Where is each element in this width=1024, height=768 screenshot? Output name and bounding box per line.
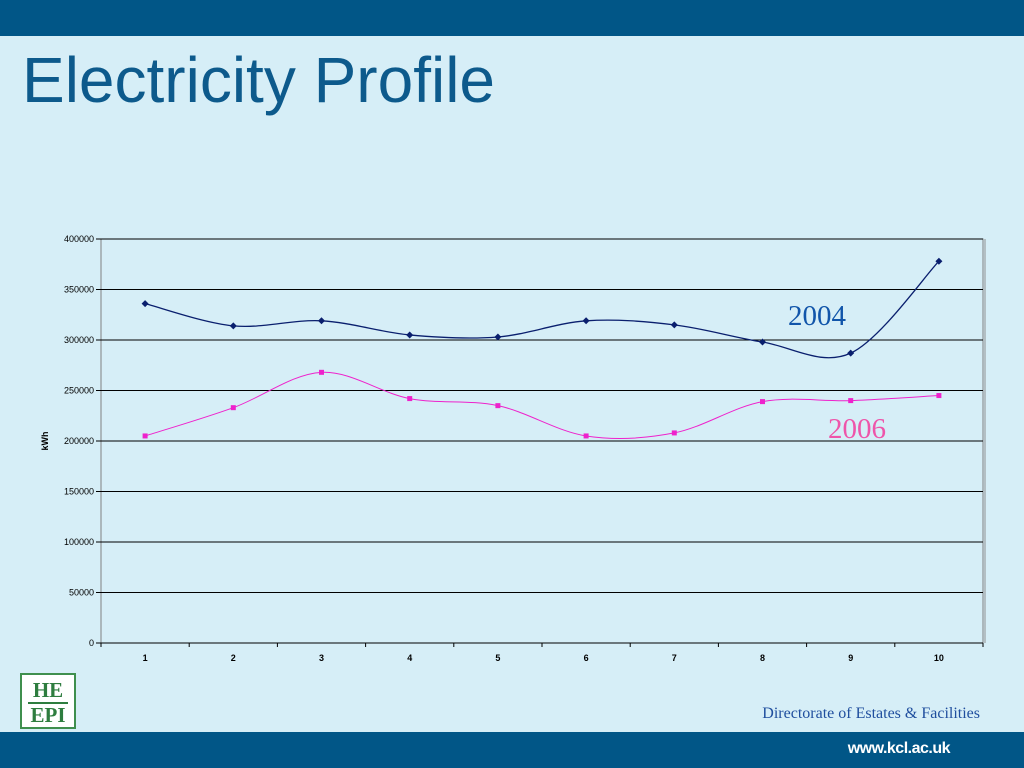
y-tick-label: 300000 (64, 335, 94, 345)
y-tick-label: 0 (89, 638, 94, 648)
y-tick-label: 50000 (69, 588, 94, 598)
data-point-2006 (495, 403, 501, 409)
series-label-2006: 2006 (828, 413, 886, 445)
bottom-banner (0, 732, 1024, 768)
data-point-2006 (230, 405, 236, 411)
x-tick-label: 4 (407, 653, 412, 663)
data-point-2004 (406, 331, 414, 339)
data-point-2004 (759, 338, 766, 346)
top-banner (0, 0, 1024, 36)
data-point-2006 (936, 393, 942, 399)
logo-text-bottom: EPI (30, 703, 66, 727)
y-axis-title: kWh (40, 432, 50, 451)
x-tick-label: 5 (495, 653, 500, 663)
x-tick-label: 2 (231, 653, 236, 663)
data-point-2004 (847, 349, 855, 357)
y-tick-label: 100000 (64, 537, 94, 547)
data-point-2004 (318, 317, 325, 325)
data-point-2004 (582, 317, 590, 325)
footer-url-link[interactable]: www.kcl.ac.uk (847, 740, 951, 757)
series-line-2004 (144, 260, 940, 359)
x-tick-label: 8 (760, 653, 765, 663)
data-point-2006 (760, 399, 765, 405)
x-tick-label: 1 (143, 653, 148, 663)
series-label-2004: 2004 (788, 300, 847, 332)
y-tick-label: 400000 (64, 234, 94, 244)
x-tick-label: 7 (672, 653, 677, 663)
y-tick-label: 350000 (64, 285, 94, 295)
series-line-2006 (144, 371, 939, 439)
footer-directorate-text: Directorate of Estates & Facilities (762, 705, 980, 722)
x-tick-label: 6 (584, 653, 589, 663)
x-tick-label: 10 (934, 653, 944, 663)
he-epi-logo: HE EPI (20, 673, 76, 729)
data-point-2004 (229, 322, 237, 330)
data-point-2006 (583, 433, 589, 439)
data-point-2006 (142, 433, 148, 439)
logo-text-top: HE (32, 678, 64, 702)
slide-title: Electricity Profile (22, 44, 495, 116)
data-point-2004 (935, 257, 943, 265)
y-tick-label: 250000 (64, 386, 94, 396)
data-point-2006 (407, 396, 413, 402)
electricity-line-chart: 0 50000 100000 150000 200000 250000 300000 3500… (40, 234, 986, 663)
data-point-2004 (494, 333, 502, 341)
y-tick-label: 200000 (64, 436, 94, 446)
logo-divider (28, 702, 68, 704)
data-point-2004 (141, 300, 149, 308)
data-point-2006 (848, 398, 854, 404)
x-tick-label: 9 (848, 653, 853, 663)
data-point-2004 (670, 321, 678, 329)
x-tick-label: 3 (319, 653, 324, 663)
data-point-2006 (319, 369, 324, 375)
y-tick-label: 150000 (64, 487, 94, 497)
data-point-2006 (671, 430, 677, 436)
